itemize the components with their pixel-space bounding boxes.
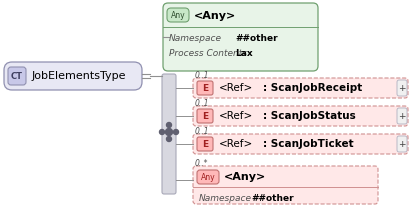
- Text: Any: Any: [171, 11, 185, 20]
- FancyBboxPatch shape: [193, 134, 408, 154]
- Text: Any: Any: [201, 172, 215, 181]
- Text: 0..1: 0..1: [195, 98, 209, 108]
- Text: +: +: [398, 139, 406, 148]
- FancyBboxPatch shape: [197, 170, 219, 184]
- Text: +: +: [398, 84, 406, 92]
- Text: E: E: [202, 112, 208, 121]
- FancyBboxPatch shape: [162, 74, 176, 194]
- Text: 0..1: 0..1: [195, 71, 209, 80]
- FancyBboxPatch shape: [197, 137, 213, 151]
- Text: <Any>: <Any>: [194, 10, 236, 21]
- Text: CT: CT: [11, 71, 23, 80]
- FancyBboxPatch shape: [8, 67, 26, 85]
- Circle shape: [166, 136, 171, 142]
- Text: E: E: [202, 84, 208, 92]
- FancyBboxPatch shape: [193, 166, 378, 204]
- FancyBboxPatch shape: [397, 108, 407, 124]
- Circle shape: [166, 122, 171, 127]
- Text: JobElementsType: JobElementsType: [32, 71, 127, 81]
- Text: ##other: ##other: [251, 193, 293, 202]
- Text: <Ref>: <Ref>: [219, 83, 253, 93]
- Text: <Any>: <Any>: [224, 172, 266, 182]
- Circle shape: [173, 130, 178, 134]
- Text: E: E: [202, 139, 208, 148]
- Circle shape: [160, 130, 165, 134]
- Text: 0..*: 0..*: [195, 159, 209, 168]
- Text: : ScanJobTicket: : ScanJobTicket: [263, 139, 354, 149]
- Text: Lax: Lax: [235, 49, 252, 58]
- Text: ##other: ##other: [235, 34, 278, 42]
- FancyBboxPatch shape: [193, 106, 408, 126]
- Text: : ScanJobStatus: : ScanJobStatus: [263, 111, 356, 121]
- FancyBboxPatch shape: [4, 62, 142, 90]
- FancyBboxPatch shape: [197, 81, 213, 95]
- FancyBboxPatch shape: [167, 8, 189, 22]
- Text: : ScanJobReceipt: : ScanJobReceipt: [263, 83, 362, 93]
- FancyBboxPatch shape: [163, 3, 318, 71]
- FancyBboxPatch shape: [193, 78, 408, 98]
- FancyBboxPatch shape: [397, 136, 407, 152]
- Text: +: +: [398, 112, 406, 121]
- Text: Namespace: Namespace: [199, 193, 252, 202]
- Text: <Ref>: <Ref>: [219, 139, 253, 149]
- Text: Namespace: Namespace: [169, 34, 222, 42]
- Text: 0..1: 0..1: [195, 126, 209, 135]
- Text: <Ref>: <Ref>: [219, 111, 253, 121]
- Text: Process Contents: Process Contents: [169, 49, 247, 58]
- FancyBboxPatch shape: [397, 80, 407, 96]
- Circle shape: [166, 129, 173, 135]
- FancyBboxPatch shape: [197, 109, 213, 123]
